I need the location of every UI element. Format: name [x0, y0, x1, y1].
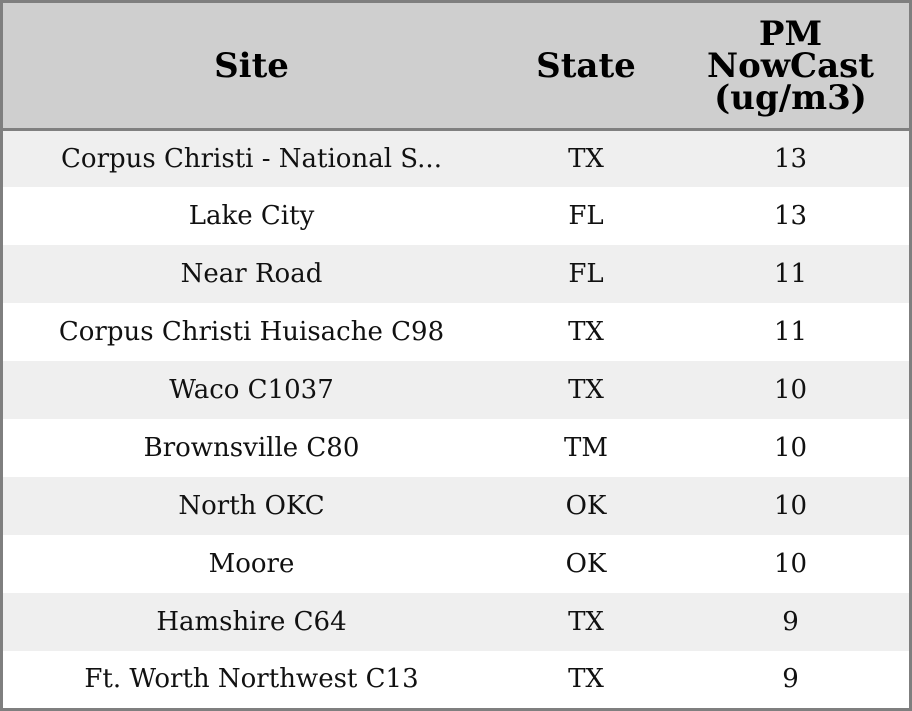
column-header-pm-nowcast[interactable]: PM NowCast (ug/m3): [672, 3, 909, 131]
column-header-pm-line3: (ug/m3): [714, 77, 867, 118]
cell-site: Corpus Christi Huisache C98: [3, 303, 500, 361]
cell-state: TX: [500, 303, 672, 361]
table-row: Moore OK 10: [3, 535, 909, 593]
cell-state: FL: [500, 245, 672, 303]
pm-nowcast-table: Site State PM NowCast (ug/m3) Corpus Chr…: [3, 3, 909, 707]
header-row: Site State PM NowCast (ug/m3): [3, 3, 909, 131]
cell-pm: 11: [672, 303, 909, 361]
table-header: Site State PM NowCast (ug/m3): [3, 3, 909, 131]
cell-state: FL: [500, 187, 672, 245]
table-row: Near Road FL 11: [3, 245, 909, 303]
cell-pm: 13: [672, 129, 909, 187]
cell-pm: 10: [672, 535, 909, 593]
cell-state: TX: [500, 129, 672, 187]
cell-state: OK: [500, 477, 672, 535]
cell-site: Brownsville C80: [3, 419, 500, 477]
cell-state: TX: [500, 651, 672, 707]
table-row: Brownsville C80 TM 10: [3, 419, 909, 477]
table-row: North OKC OK 10: [3, 477, 909, 535]
cell-site: Near Road: [3, 245, 500, 303]
column-header-state[interactable]: State: [500, 3, 672, 131]
cell-site: Moore: [3, 535, 500, 593]
cell-pm: 10: [672, 477, 909, 535]
table-row: Corpus Christi - National S... TX 13: [3, 129, 909, 187]
cell-pm: 9: [672, 593, 909, 651]
cell-site: Lake City: [3, 187, 500, 245]
table-row: Hamshire C64 TX 9: [3, 593, 909, 651]
cell-state: OK: [500, 535, 672, 593]
cell-state: TM: [500, 419, 672, 477]
cell-pm: 10: [672, 361, 909, 419]
cell-site: Corpus Christi - National S...: [3, 129, 500, 187]
cell-state: TX: [500, 361, 672, 419]
cell-pm: 10: [672, 419, 909, 477]
cell-site: Hamshire C64: [3, 593, 500, 651]
table-row: Ft. Worth Northwest C13 TX 9: [3, 651, 909, 707]
column-header-site[interactable]: Site: [3, 3, 500, 131]
cell-pm: 11: [672, 245, 909, 303]
table-body: Corpus Christi - National S... TX 13 Lak…: [3, 129, 909, 707]
table-row: Corpus Christi Huisache C98 TX 11: [3, 303, 909, 361]
table-row: Waco C1037 TX 10: [3, 361, 909, 419]
cell-pm: 9: [672, 651, 909, 707]
cell-site: Ft. Worth Northwest C13: [3, 651, 500, 707]
cell-site: North OKC: [3, 477, 500, 535]
cell-site: Waco C1037: [3, 361, 500, 419]
cell-state: TX: [500, 593, 672, 651]
table-row: Lake City FL 13: [3, 187, 909, 245]
column-header-pm-line1: PM: [758, 13, 823, 54]
cell-pm: 13: [672, 187, 909, 245]
column-header-pm-line2: NowCast: [707, 45, 874, 86]
